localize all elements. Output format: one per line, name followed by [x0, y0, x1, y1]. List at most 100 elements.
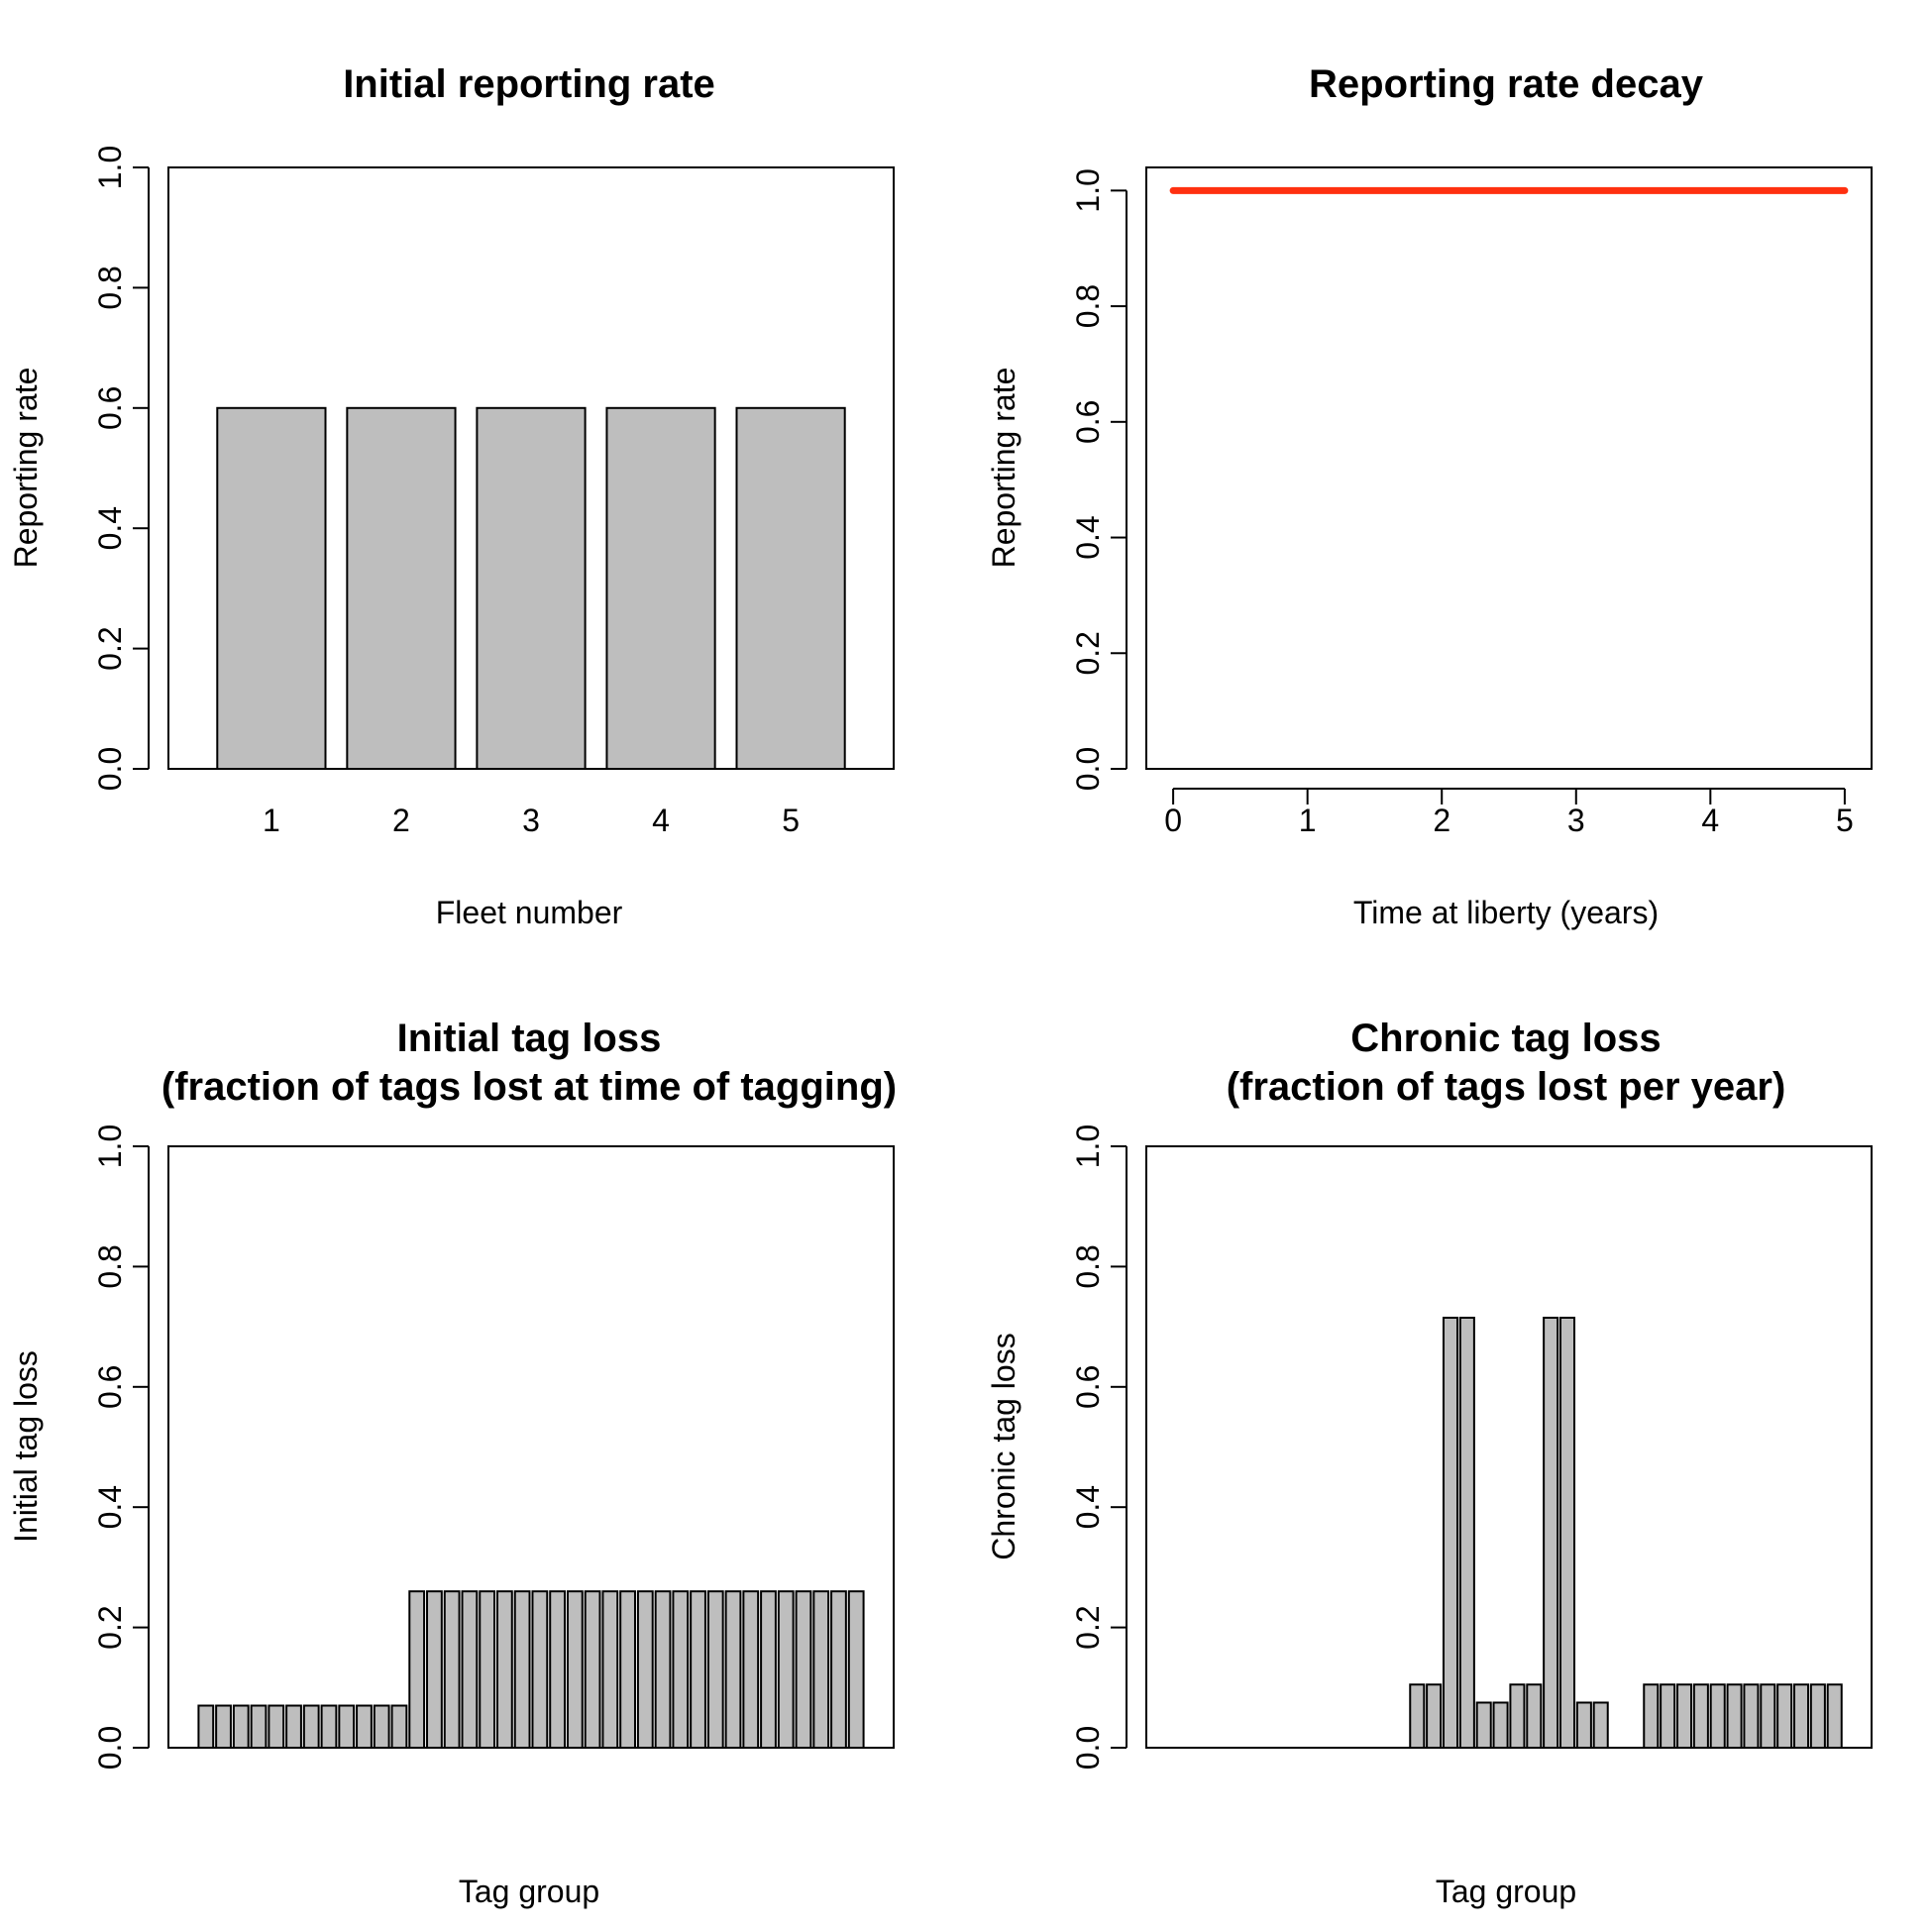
- bar: [461, 1590, 479, 1750]
- bar: [1743, 1683, 1760, 1750]
- bar: [549, 1590, 567, 1750]
- bar: [531, 1590, 549, 1750]
- plot-frame: [1145, 1145, 1873, 1749]
- bar: [1675, 1683, 1693, 1750]
- y-tick-label: 0.4: [92, 506, 128, 550]
- x-tick-label: 2: [392, 803, 410, 838]
- bar: [605, 406, 716, 770]
- y-tick-label: 0.6: [1070, 1365, 1106, 1409]
- y-tick-label: 0.8: [92, 266, 128, 309]
- panel-title: Initial reporting rate: [343, 62, 715, 106]
- bar: [566, 1590, 584, 1750]
- x-axis-label: Time at liberty (years): [1353, 895, 1659, 930]
- bar: [513, 1590, 531, 1750]
- x-axis-label: Tag group: [1436, 1874, 1576, 1909]
- bar: [601, 1590, 619, 1750]
- bar: [216, 406, 327, 770]
- y-tick-label: 0.6: [92, 1365, 128, 1409]
- y-tick-label: 0.4: [1070, 515, 1106, 559]
- bar: [706, 1590, 724, 1750]
- bar: [1809, 1683, 1826, 1750]
- plot-frame: [167, 1145, 895, 1749]
- y-tick-label: 1.0: [1070, 168, 1106, 212]
- bar: [1826, 1683, 1843, 1750]
- bar: [1558, 1316, 1576, 1749]
- panel-title-line-1: Chronic tag loss: [1350, 1017, 1661, 1060]
- bar: [795, 1590, 812, 1750]
- bar: [268, 1704, 285, 1750]
- bar: [1442, 1316, 1459, 1749]
- bar: [1475, 1701, 1492, 1749]
- bar: [346, 406, 457, 770]
- plot-area: 0.0 0.2 0.4 0.6 0.8 1.0: [92, 1125, 895, 1770]
- bar: [1726, 1683, 1743, 1750]
- bar: [1592, 1701, 1609, 1749]
- x-tick-label: 2: [1433, 803, 1450, 838]
- x-tick-label: 5: [1836, 803, 1854, 838]
- panel-chronic-tag-loss: Chronic tag loss (fraction of tags lost …: [986, 1017, 1873, 1909]
- bar: [690, 1590, 706, 1750]
- bar: [812, 1590, 830, 1750]
- plot-frame: [167, 166, 895, 770]
- bar: [830, 1590, 847, 1750]
- x-tick-label: 0: [1164, 803, 1182, 838]
- bar: [1792, 1683, 1810, 1750]
- y-tick-label: 0.8: [1070, 1244, 1106, 1288]
- x-axis-label: Fleet number: [436, 895, 623, 930]
- bar: [476, 406, 587, 770]
- x-tick-label: 3: [1567, 803, 1585, 838]
- bar: [735, 406, 846, 770]
- y-axis-label: Initial tag loss: [8, 1350, 44, 1543]
- bar: [654, 1590, 672, 1750]
- y-tick-label: 0.0: [1070, 747, 1106, 791]
- bar: [390, 1704, 408, 1750]
- bar: [197, 1704, 215, 1750]
- bar: [619, 1590, 636, 1750]
- y-tick-label: 0.2: [1070, 1605, 1106, 1649]
- bar: [356, 1704, 373, 1750]
- bar: [1409, 1683, 1426, 1750]
- y-tick-label: 0.8: [92, 1244, 128, 1288]
- bar: [636, 1590, 654, 1750]
- bar: [232, 1704, 250, 1750]
- bar: [320, 1704, 338, 1750]
- x-tick-label: 5: [782, 803, 800, 838]
- y-tick-label: 1.0: [92, 1125, 128, 1168]
- bar: [1709, 1683, 1726, 1750]
- y-axis-label: Reporting rate: [986, 368, 1021, 569]
- bar: [742, 1590, 760, 1750]
- bar: [1760, 1683, 1776, 1750]
- bar: [777, 1590, 795, 1750]
- bar: [672, 1590, 690, 1750]
- bar: [847, 1590, 865, 1750]
- x-tick-label: 1: [1299, 803, 1317, 838]
- bar: [1526, 1683, 1543, 1750]
- y-tick-label: 0.6: [92, 386, 128, 430]
- y-axis-label: Reporting rate: [8, 368, 44, 569]
- bar: [408, 1590, 426, 1750]
- y-tick-label: 0.4: [1070, 1485, 1106, 1529]
- panel-initial-tag-loss: Initial tag loss (fraction of tags lost …: [8, 1017, 897, 1909]
- bar: [495, 1590, 513, 1750]
- y-axis-label: Chronic tag loss: [986, 1333, 1021, 1559]
- bar: [760, 1590, 777, 1750]
- panel-initial-reporting-rate: Initial reporting rate 0.0 0.2 0.4 0.6 0.8 1.…: [8, 62, 895, 930]
- bar: [1426, 1683, 1443, 1750]
- bar: [1643, 1683, 1660, 1750]
- x-tick-label: 3: [522, 803, 540, 838]
- x-axis-label: Tag group: [459, 1874, 599, 1909]
- bar: [1692, 1683, 1709, 1750]
- bar: [1543, 1316, 1559, 1749]
- panel-title-line-1: Initial tag loss: [397, 1017, 662, 1060]
- bar: [426, 1590, 443, 1750]
- y-tick-label: 1.0: [1070, 1125, 1106, 1168]
- y-tick-label: 0.0: [1070, 1726, 1106, 1770]
- y-tick-label: 0.2: [1070, 631, 1106, 675]
- y-tick-label: 0.0: [92, 747, 128, 791]
- bar: [250, 1704, 268, 1750]
- bar: [584, 1590, 601, 1750]
- y-tick-label: 1.0: [92, 146, 128, 189]
- bar: [285, 1704, 302, 1750]
- bar: [443, 1590, 461, 1750]
